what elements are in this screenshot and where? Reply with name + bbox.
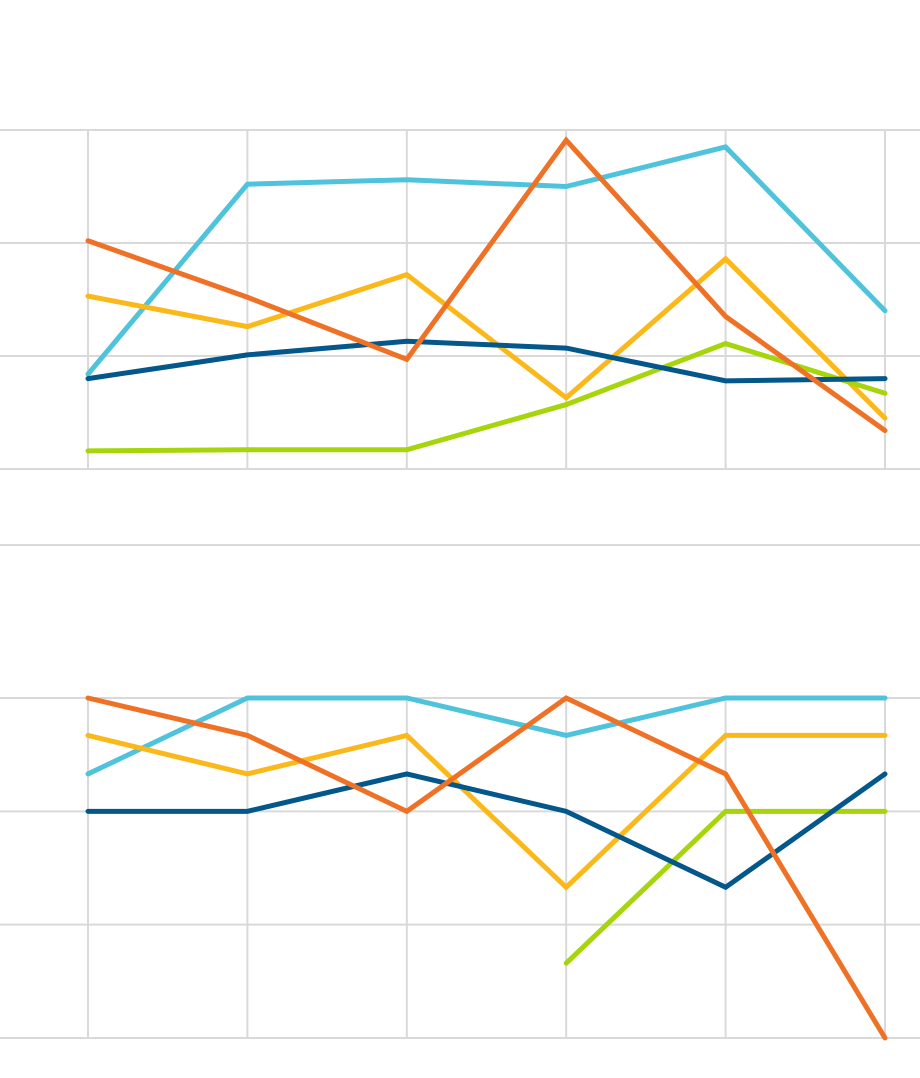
series-line [85, 144, 888, 377]
series-line [85, 136, 888, 434]
series-line [85, 732, 888, 891]
series-line [85, 255, 888, 421]
series-line [85, 340, 888, 454]
series-line [85, 771, 888, 891]
series-line [85, 338, 888, 384]
series-line [85, 695, 888, 777]
series-line [85, 695, 888, 1041]
